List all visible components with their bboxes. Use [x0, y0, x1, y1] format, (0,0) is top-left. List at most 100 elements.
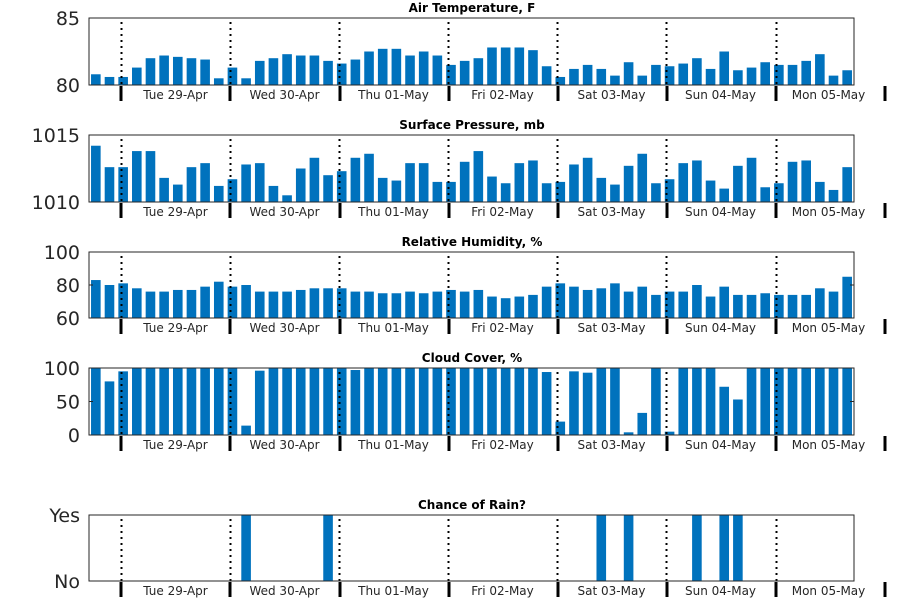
relative-humidity-bar: [500, 298, 511, 318]
cloud-cover-bar: [500, 368, 511, 435]
air-temperature-bar: [473, 58, 484, 85]
surface-pressure-bar: [719, 188, 730, 202]
chance-of-rain-bar: [719, 515, 730, 581]
day-label: Sun 04-May: [685, 438, 756, 452]
air-temperature-bar: [746, 67, 757, 85]
cloud-cover-bar: [282, 368, 292, 435]
air-temperature-bar: [787, 64, 798, 85]
air-temperature-bar: [555, 76, 566, 85]
surface-pressure-bar: [145, 151, 156, 202]
chance-of-rain-y-tick-label: Yes: [48, 505, 80, 527]
cloud-cover-bar: [651, 368, 661, 435]
surface-pressure-bar: [254, 163, 265, 202]
surface-pressure-bar: [336, 171, 347, 202]
relative-humidity-bar: [487, 296, 497, 318]
cloud-cover-bar: [268, 368, 279, 435]
day-label: Sun 04-May: [685, 584, 756, 598]
relative-humidity-bar: [227, 286, 238, 318]
day-label: Wed 30-Apr: [249, 584, 319, 598]
air-temperature-bar: [569, 68, 579, 85]
cloud-cover-bar: [596, 368, 607, 435]
surface-pressure-bar: [487, 176, 497, 202]
relative-humidity-bar: [760, 293, 771, 318]
cloud-cover-bar: [760, 368, 771, 435]
air-temperature-bar: [241, 78, 251, 85]
air-temperature-bar: [295, 55, 306, 85]
cloud-cover-bar: [528, 368, 538, 435]
chance-of-rain-bar: [692, 515, 702, 581]
relative-humidity-y-tick-label: 80: [56, 275, 80, 297]
cloud-cover-bar: [336, 368, 347, 435]
relative-humidity-bar: [172, 289, 183, 318]
cloud-cover-bar: [241, 425, 251, 435]
relative-humidity-bar: [364, 291, 374, 318]
relative-humidity-bar: [432, 291, 443, 318]
air-temperature-bar: [582, 64, 593, 85]
cloud-cover-y-tick-label: 50: [56, 392, 80, 414]
surface-pressure-bar: [610, 184, 620, 202]
relative-humidity-bar: [733, 294, 743, 318]
cloud-cover-bar: [692, 368, 702, 435]
surface-pressure-y-tick-label: 1015: [32, 125, 80, 147]
air-temperature-bar: [418, 51, 429, 85]
air-temperature-title: Air Temperature, F: [409, 1, 536, 15]
air-temperature-bar: [91, 74, 101, 85]
cloud-cover-bar: [459, 368, 470, 435]
relative-humidity-bar: [268, 291, 279, 318]
surface-pressure-bar: [159, 177, 169, 202]
relative-humidity-bar: [377, 293, 388, 318]
cloud-cover-bar: [309, 368, 320, 435]
relative-humidity-bar: [405, 291, 415, 318]
surface-pressure-bar: [213, 185, 224, 202]
day-label: Thu 01-May: [357, 205, 429, 219]
cloud-cover-bar: [487, 368, 497, 435]
cloud-cover-bar: [418, 368, 429, 435]
cloud-cover-bar: [473, 368, 484, 435]
surface-pressure-bar: [323, 175, 333, 202]
relative-humidity-bar: [254, 291, 265, 318]
surface-pressure-bar: [746, 157, 757, 202]
chance-of-rain-bar: [596, 515, 607, 581]
relative-humidity-bar: [692, 285, 702, 318]
air-temperature-bar: [692, 58, 702, 85]
relative-humidity-bar: [528, 294, 538, 318]
air-temperature-bar: [487, 47, 497, 85]
relative-humidity-bar: [213, 281, 224, 318]
cloud-cover-bar: [254, 370, 265, 435]
air-temperature-bar: [350, 59, 361, 85]
cloud-cover-bar: [391, 368, 402, 435]
relative-humidity-bar: [801, 294, 811, 318]
surface-pressure-bar: [295, 168, 306, 202]
chance-of-rain-panel: No Yes Chance of Rain? Tue 29-Apr Wed 30-Apr…: [48, 498, 887, 598]
day-label: Wed 30-Apr: [249, 438, 319, 452]
surface-pressure-bar: [815, 181, 825, 202]
surface-pressure-bar: [582, 157, 593, 202]
air-temperature-y-tick-label: 85: [56, 8, 80, 30]
relative-humidity-bar: [815, 288, 825, 318]
relative-humidity-bar: [596, 288, 607, 318]
surface-pressure-bar: [241, 164, 251, 202]
relative-humidity-bar: [828, 291, 839, 318]
cloud-cover-bar: [377, 368, 388, 435]
relative-humidity-y-tick-label: 100: [44, 242, 80, 264]
air-temperature-bar: [227, 67, 238, 85]
cloud-cover-bar: [186, 368, 197, 435]
cloud-cover-bar: [350, 370, 361, 435]
surface-pressure-bar: [132, 151, 142, 202]
cloud-cover-bar: [132, 368, 142, 435]
surface-pressure-bar: [91, 145, 101, 202]
relative-humidity-bar: [651, 294, 661, 318]
air-temperature-bar: [541, 66, 552, 85]
air-temperature-y-tick-label: 80: [56, 75, 80, 97]
cloud-cover-bar: [828, 368, 839, 435]
chance-of-rain-y-tick-label: No: [54, 571, 80, 593]
chance-of-rain-bar: [733, 515, 743, 581]
cloud-cover-y-tick-label: 0: [68, 425, 80, 447]
air-temperature-bar: [323, 60, 333, 85]
day-label: Fri 02-May: [471, 584, 534, 598]
chance-of-rain-axes: [88, 514, 855, 582]
air-temperature-bar: [200, 59, 210, 85]
day-label: Wed 30-Apr: [249, 205, 319, 219]
air-temperature-bar: [282, 54, 292, 85]
surface-pressure-bar: [364, 153, 374, 202]
